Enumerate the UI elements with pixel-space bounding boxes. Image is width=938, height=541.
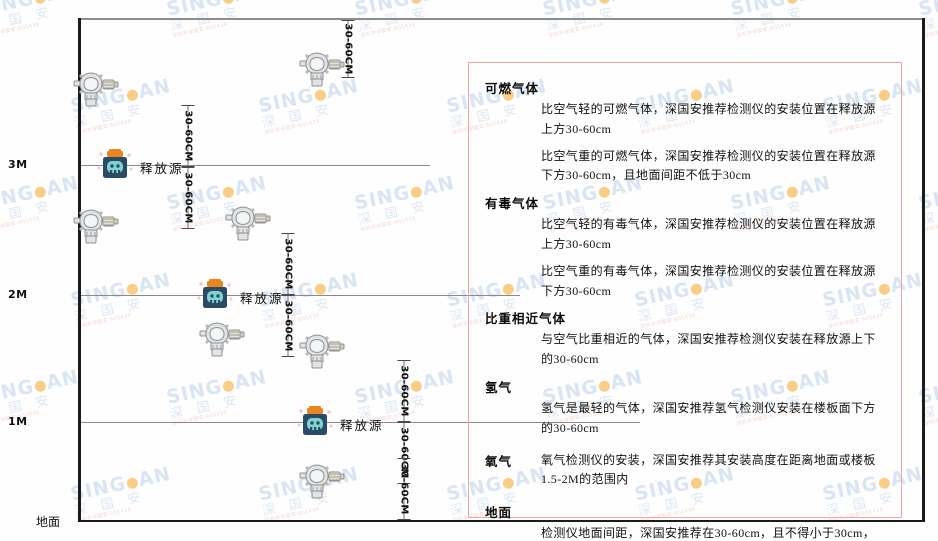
gas-detector	[222, 202, 274, 249]
guideline-section-title: 有毒气体	[485, 197, 540, 212]
ground-label: 地面	[36, 515, 61, 529]
gas-detector-icon	[225, 206, 271, 241]
gas-detector	[296, 48, 348, 95]
release-source-icon	[297, 405, 333, 435]
dimension-label: 30-60CM	[398, 365, 410, 417]
release-source-label: 释放源	[140, 162, 184, 176]
dimension-30-60cm: 30-60CM	[266, 233, 310, 295]
guideline-paragraph: 氢气是最轻的气体，深国安推荐氢气检测仪安装在楼板面下方的30-60cm	[541, 400, 876, 435]
gas-detector	[70, 205, 122, 252]
dimension-30-60cm: 30-60CM	[166, 105, 210, 167]
guideline-section: 氧气 氧气检测仪的安装，深国安推荐其安装高度在距离地面或楼板1.5-2M的范围内	[485, 446, 887, 498]
guideline-paragraph: 比空气轻的有毒气体，深国安推荐检测仪的安装位置在释放源上方30-60cm	[541, 217, 876, 251]
gas-detector-icon	[73, 209, 119, 244]
gas-detector	[70, 68, 122, 115]
dimension-30-60cm: 30-60CM	[326, 20, 370, 78]
release-source-label: 释放源	[340, 419, 384, 433]
release-source	[296, 405, 334, 444]
dimension-30-60cm: 30-60CM	[382, 360, 426, 422]
level-line-1m	[80, 422, 640, 423]
gas-detector	[296, 460, 348, 507]
gas-detector-icon	[299, 464, 345, 499]
dimension-label: 30-60CM	[282, 238, 294, 290]
guideline-paragraph: 比空气重的有毒气体，深国安推荐检测仪的安装位置在释放源下方30-60cm	[541, 263, 876, 298]
release-source-icon	[197, 278, 233, 308]
gas-detector-icon	[299, 334, 345, 369]
dimension-30-60cm: 30-60CM	[382, 458, 426, 520]
level-line-2m	[80, 295, 520, 296]
left-wall-line	[78, 18, 81, 522]
guideline-section: 有毒气体 比空气轻的有毒气体，深国安推荐检测仪的安装位置在释放源上方30-60cm…	[485, 193, 887, 301]
level-line-3m	[80, 165, 430, 166]
guideline-section-title: 氢气	[485, 380, 513, 395]
guideline-section: 可燃气体 比空气轻的可燃气体，深国安推荐检测仪的安装位置在释放源上方30-60cm…	[485, 78, 887, 186]
ceiling-line	[78, 18, 925, 20]
guideline-paragraph: 比空气轻的可燃气体，深国安推荐检测仪的安装位置在释放源上方30-60cm	[541, 102, 876, 136]
release-source	[196, 278, 234, 317]
dimension-30-60cm: 30-60CM	[166, 167, 210, 229]
gas-detector-icon	[299, 52, 345, 87]
dimension-30-60cm: 30-60CM	[266, 295, 310, 357]
gas-detector-icon	[199, 322, 245, 357]
guideline-section: 地面检测仪地面间距，深国安推荐在30-60cm，且不得小于30cm，因为过低容易…	[485, 502, 887, 541]
level-label-1m: 1M	[8, 415, 28, 428]
guideline-section-title: 氧气	[485, 454, 513, 469]
dimension-label: 30-60CM	[398, 463, 410, 515]
guideline-section-title: 比重相近气体	[485, 312, 567, 327]
guideline-section-title: 可燃气体	[485, 82, 540, 96]
level-label-3m: 3M	[8, 158, 28, 171]
release-source-icon	[97, 148, 133, 178]
floor-line	[78, 520, 925, 522]
dimension-label: 30-60CM	[282, 300, 294, 352]
gas-detector	[296, 330, 348, 377]
release-source-label: 释放源	[240, 292, 284, 306]
dimension-label: 30-60CM	[182, 110, 194, 162]
guideline-section: 比重相近气体与空气比重相近的气体，深国安推荐检测仪安装在释放源上下的30-60c…	[485, 308, 887, 370]
guideline-paragraph: 检测仪地面间距，深国安推荐在30-60cm，且不得小于30cm，因为过低容易水溅…	[541, 526, 876, 541]
guideline-paragraph: 与空气比重相近的气体，深国安推荐检测仪安装在释放源上下的30-60cm	[541, 332, 876, 367]
release-source	[96, 148, 134, 187]
gas-detector-icon	[73, 72, 119, 107]
guideline-section: 氢气氢气是最轻的气体，深国安推荐氢气检测仪安装在楼板面下方的30-60cm	[485, 377, 887, 439]
gas-detector	[196, 318, 248, 365]
installation-guidelines-panel: 可燃气体 比空气轻的可燃气体，深国安推荐检测仪的安装位置在释放源上方30-60cm…	[468, 62, 902, 540]
dimension-label: 30-60CM	[182, 172, 194, 224]
level-label-2m: 2M	[8, 288, 28, 301]
guideline-section-title: 地面	[485, 506, 513, 521]
guideline-paragraph: 氧气检测仪的安装，深国安推荐其安装高度在距离地面或楼板1.5-2M的范围内	[541, 452, 876, 487]
right-wall-line	[922, 18, 925, 522]
guideline-paragraph: 比空气重的可燃气体，深国安推荐检测仪的安装位置在释放源下方30-60cm，且地面…	[541, 148, 876, 183]
